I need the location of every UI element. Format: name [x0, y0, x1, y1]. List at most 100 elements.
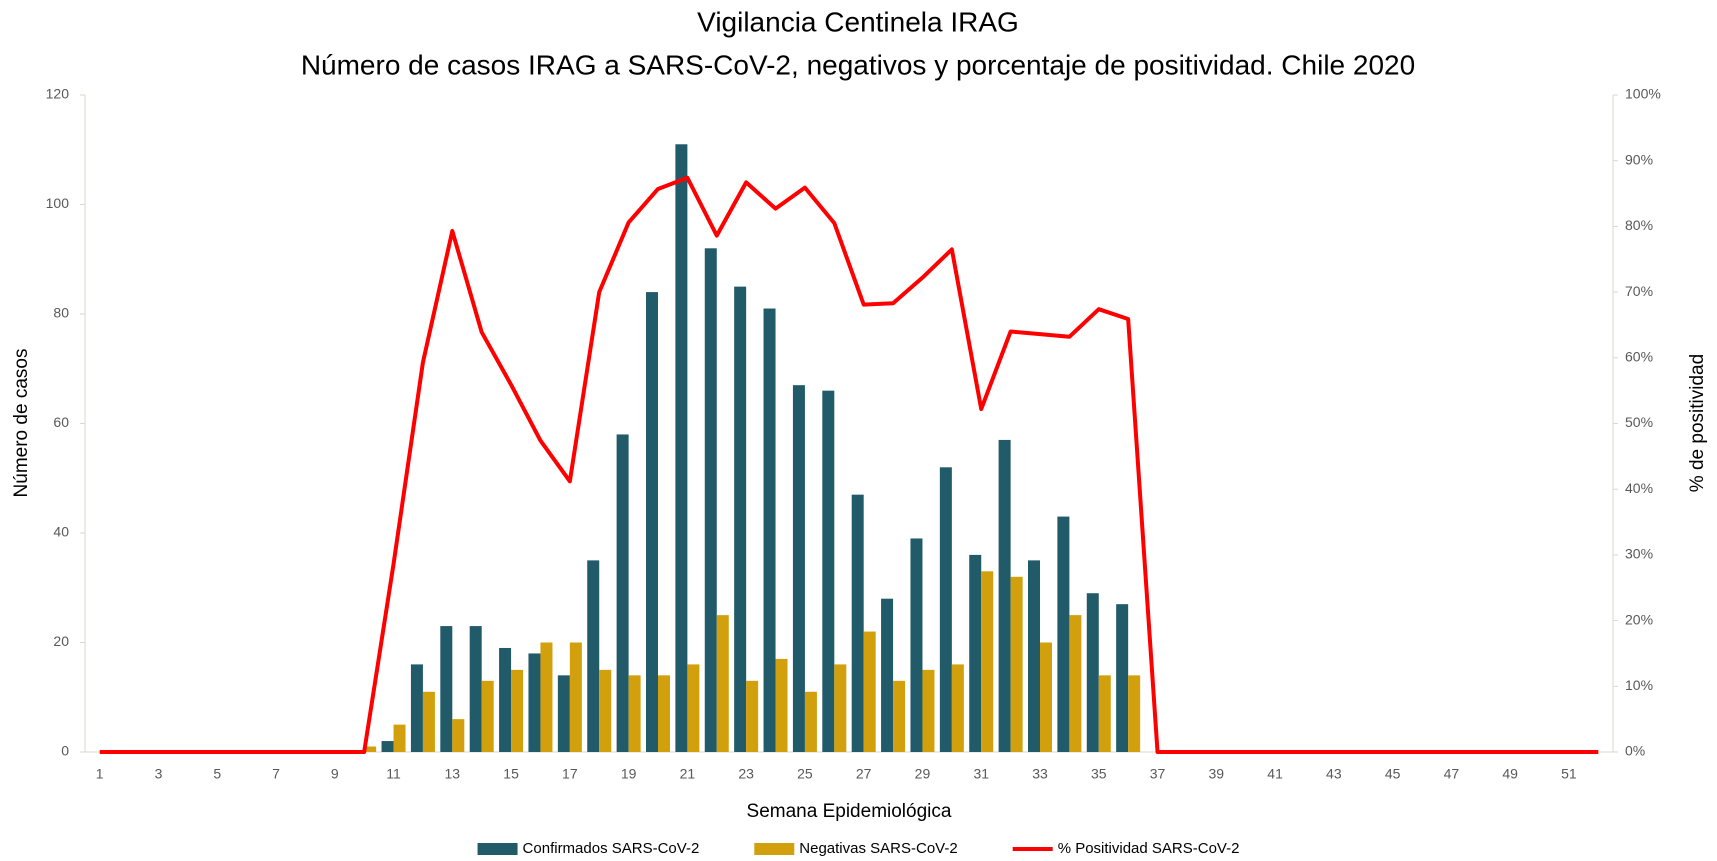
bar — [675, 144, 688, 752]
x-tick-label: 47 — [1444, 766, 1460, 782]
y-tick-label: 20 — [53, 633, 69, 649]
bar — [646, 292, 658, 752]
x-tick-label: 3 — [155, 766, 163, 782]
x-tick-label: 37 — [1150, 766, 1166, 782]
x-tick-label: 27 — [856, 766, 872, 782]
bar — [364, 746, 377, 752]
bar — [1028, 560, 1040, 752]
line — [99, 175, 1599, 754]
y-tick-label: 80 — [53, 305, 69, 321]
bar — [851, 494, 864, 752]
x-tick-label: 23 — [738, 766, 754, 782]
y2-tick-label: 100% — [1625, 86, 1661, 102]
bar — [704, 248, 717, 753]
bar — [734, 286, 747, 752]
chart-subtitle: Número de casos IRAG a SARS-CoV-2, negat… — [301, 49, 1415, 80]
bar — [1040, 642, 1052, 752]
y-tick-label: 40 — [53, 524, 69, 540]
y2-tick-label: 10% — [1625, 677, 1653, 693]
bar — [1010, 576, 1023, 752]
bar — [658, 675, 670, 752]
bar — [922, 669, 935, 752]
bar — [775, 658, 788, 752]
bar — [1128, 675, 1141, 752]
x-tick-label: 33 — [1032, 766, 1048, 782]
bar — [951, 664, 964, 752]
bar — [569, 642, 582, 752]
bar — [1057, 516, 1070, 752]
bar — [528, 653, 541, 752]
bar — [881, 598, 894, 752]
legend-label: % Positividad SARS-CoV-2 — [1058, 840, 1240, 857]
bar — [440, 626, 453, 752]
bar — [1116, 604, 1129, 752]
y-tick-label: 100 — [46, 195, 70, 211]
x-tick-label: 25 — [797, 766, 813, 782]
bar — [1069, 615, 1082, 752]
chart-title: Vigilancia Centinela IRAG — [697, 6, 1019, 37]
bar — [1098, 675, 1111, 752]
y2-tick-label: 50% — [1625, 414, 1653, 430]
bar — [834, 664, 847, 752]
bar — [763, 308, 776, 752]
y2-tick-label: 40% — [1625, 480, 1653, 496]
y2-tick-label: 80% — [1625, 217, 1653, 233]
bar — [587, 560, 600, 752]
bar — [687, 664, 700, 752]
bar — [557, 675, 570, 752]
x-tick-label: 7 — [272, 766, 280, 782]
x-tick-label: 35 — [1091, 766, 1107, 782]
bar — [393, 724, 406, 752]
bar — [716, 615, 729, 752]
x-tick-label: 13 — [445, 766, 461, 782]
y2-tick-label: 60% — [1625, 349, 1653, 365]
x-tick-label: 41 — [1267, 766, 1283, 782]
bar — [981, 571, 994, 752]
bar — [804, 691, 817, 752]
legend-swatch — [477, 843, 518, 855]
bar — [969, 554, 982, 752]
x-tick-label: 9 — [331, 766, 339, 782]
bar — [910, 538, 923, 752]
bar — [863, 631, 876, 752]
x-tick-label: 39 — [1209, 766, 1225, 782]
x-tick-label: 51 — [1561, 766, 1577, 782]
y2-axis-title: % de positividad — [1687, 354, 1708, 492]
bar — [939, 467, 952, 752]
y2-tick-label: 90% — [1625, 151, 1653, 167]
bar — [511, 669, 524, 752]
x-tick-label: 19 — [621, 766, 637, 782]
bar — [822, 390, 835, 752]
bar — [499, 647, 512, 752]
y-tick-label: 0 — [61, 743, 69, 759]
x-tick-label: 31 — [973, 766, 989, 782]
x-axis-title: Semana Epidemiológica — [747, 801, 952, 822]
y-axis-title: Número de casos — [11, 349, 32, 498]
legend-label: Confirmados SARS-CoV-2 — [523, 840, 700, 857]
bar — [481, 680, 494, 752]
bar — [540, 642, 553, 752]
x-tick-label: 45 — [1385, 766, 1401, 782]
x-tick-label: 5 — [213, 766, 221, 782]
x-tick-label: 15 — [503, 766, 519, 782]
legend-swatch — [754, 843, 795, 855]
bar — [469, 626, 482, 752]
x-tick-label: 29 — [915, 766, 931, 782]
x-tick-label: 1 — [96, 766, 104, 782]
x-tick-label: 43 — [1326, 766, 1342, 782]
bar — [452, 719, 465, 752]
y2-tick-label: 20% — [1625, 611, 1653, 627]
x-tick-label: 17 — [562, 766, 578, 782]
y2-tick-label: 30% — [1625, 546, 1653, 562]
bar — [792, 385, 805, 752]
bar — [410, 664, 423, 752]
y-tick-label: 120 — [46, 86, 70, 102]
bar — [381, 741, 394, 752]
bar — [616, 434, 629, 752]
legend-label: Negativas SARS-CoV-2 — [799, 840, 957, 857]
bar — [599, 669, 612, 752]
y2-tick-label: 0% — [1625, 743, 1645, 759]
y2-tick-label: 70% — [1625, 283, 1653, 299]
